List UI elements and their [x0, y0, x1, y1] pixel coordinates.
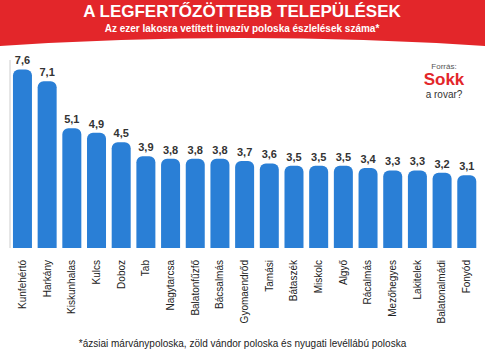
html-text:Sokk: Sokk	[423, 70, 465, 89]
svg-text:3,4: 3,4	[360, 153, 376, 165]
svg-text:4,5: 4,5	[114, 127, 129, 139]
svg-text:7,6: 7,6	[15, 54, 30, 66]
svg-text:Doboz: Doboz	[116, 260, 127, 289]
svg-text:A LEGFERTŐZÖTTEBB TELEPÜLÉSEK: A LEGFERTŐZÖTTEBB TELEPÜLÉSEK	[83, 2, 401, 21]
svg-text:Rácalmás: Rácalmás	[362, 260, 373, 304]
svg-text:Kulcs: Kulcs	[91, 260, 102, 284]
svg-text:3,6: 3,6	[262, 148, 277, 160]
svg-text:Bátaszék: Bátaszék	[288, 259, 299, 301]
svg-text:Harkány: Harkány	[42, 260, 53, 297]
svg-text:3,5: 3,5	[336, 151, 351, 163]
svg-text:4,9: 4,9	[89, 118, 104, 130]
svg-text:3,9: 3,9	[138, 141, 153, 153]
svg-text:Lakitelek: Lakitelek	[412, 259, 423, 299]
svg-text:Algyő: Algyő	[338, 260, 349, 285]
svg-text:3,3: 3,3	[385, 155, 400, 167]
svg-text:Tab: Tab	[140, 260, 151, 277]
svg-text:Tamási: Tamási	[264, 260, 275, 292]
svg-text:Kunfehértó: Kunfehértó	[17, 260, 28, 309]
svg-text:Miskolc: Miskolc	[313, 260, 324, 293]
svg-text:Bácsalmás: Bácsalmás	[214, 260, 225, 309]
svg-text:3,5: 3,5	[311, 151, 326, 163]
svg-text:7,1: 7,1	[39, 66, 54, 78]
svg-text:Fonyód: Fonyód	[461, 260, 472, 293]
svg-text:Balatonfűzfő: Balatonfűzfő	[190, 260, 201, 316]
svg-text:3,8: 3,8	[212, 144, 227, 156]
svg-text:Az ezer lakosra vetített invaz: Az ezer lakosra vetített invazív poloska…	[105, 23, 380, 34]
html-text:*ázsiai márványpoloska, zöld v: *ázsiai márványpoloska, zöld vándor polo…	[78, 338, 407, 349]
html-text:a rovar?: a rovar?	[425, 89, 463, 100]
svg-text:Gyomaendrőd: Gyomaendrőd	[239, 260, 250, 323]
svg-text:3,2: 3,2	[434, 158, 449, 170]
svg-text:Mezőhegyes: Mezőhegyes	[387, 260, 398, 317]
svg-text:5,1: 5,1	[64, 113, 79, 125]
svg-text:3,8: 3,8	[188, 144, 203, 156]
svg-text:Kiskunhalas: Kiskunhalas	[66, 260, 77, 314]
svg-text:3,7: 3,7	[237, 146, 252, 158]
svg-text:3,8: 3,8	[163, 144, 178, 156]
svg-text:Balatonalmádi: Balatonalmádi	[436, 260, 447, 323]
html-text:Forrás:: Forrás:	[431, 62, 457, 71]
svg-text:Nagytarcsa: Nagytarcsa	[165, 260, 176, 311]
svg-text:3,3: 3,3	[410, 155, 425, 167]
svg-text:3,5: 3,5	[286, 151, 301, 163]
svg-text:3,1: 3,1	[459, 160, 474, 172]
